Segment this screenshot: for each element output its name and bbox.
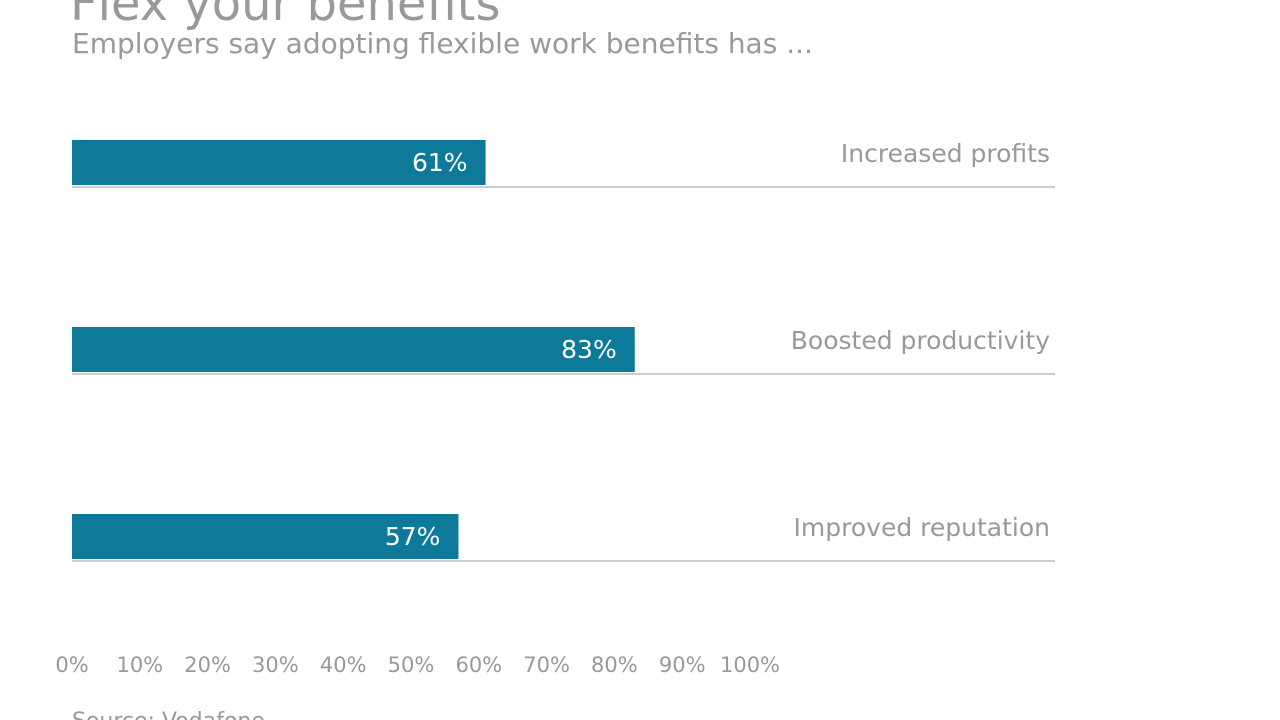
x-tick-label: 100% (720, 653, 780, 677)
category-label: Increased profits (841, 139, 1050, 168)
bar (72, 140, 486, 185)
value-label: 61% (412, 148, 468, 177)
bar (72, 514, 459, 559)
x-tick-label: 60% (455, 653, 502, 677)
category-label: Improved reputation (794, 513, 1050, 542)
x-tick-label: 90% (659, 653, 706, 677)
source: Source: Vodafone (72, 709, 265, 720)
x-tick-label: 50% (388, 653, 435, 677)
x-tick-label: 20% (184, 653, 231, 677)
value-label: 57% (385, 522, 441, 551)
category-label: Boosted productivity (791, 326, 1050, 355)
x-tick-label: 70% (523, 653, 570, 677)
value-label: 83% (561, 335, 617, 364)
chart-title: Flex your benefits (70, 0, 501, 32)
bar (72, 327, 635, 372)
x-tick-label: 80% (591, 653, 638, 677)
x-tick-label: 30% (252, 653, 299, 677)
chart-subtitle: Employers say adopting flexible work ben… (72, 27, 813, 60)
x-tick-label: 10% (116, 653, 163, 677)
x-tick-label: 40% (320, 653, 367, 677)
x-tick-label: 0% (55, 653, 88, 677)
